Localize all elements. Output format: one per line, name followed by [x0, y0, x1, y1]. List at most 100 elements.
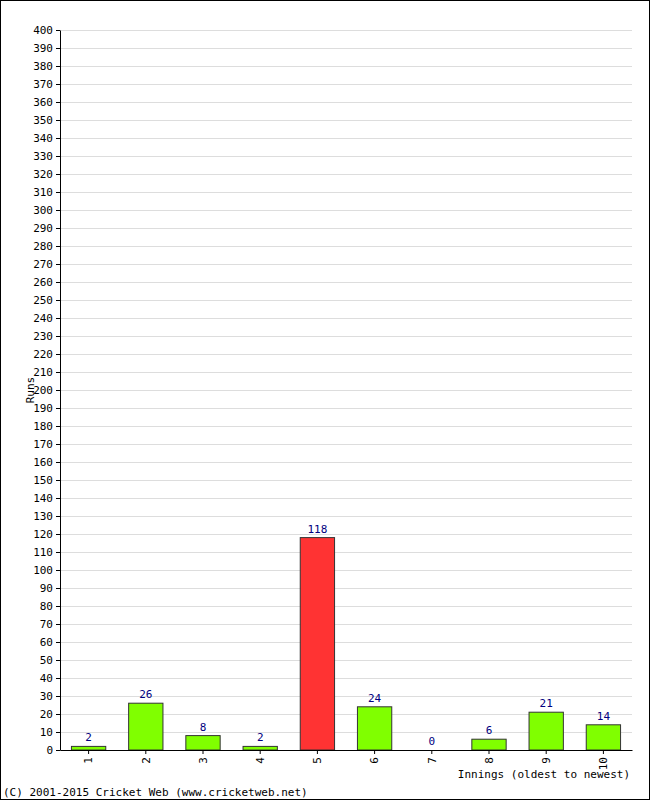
tick-label: 6: [368, 757, 381, 764]
grid-line: [60, 678, 632, 679]
tick: 40: [40, 672, 60, 685]
tick-mark: [56, 318, 60, 319]
tick-mark: [56, 462, 60, 463]
tick: 5: [311, 750, 324, 764]
tick: 70: [40, 618, 60, 631]
bar: [71, 746, 105, 750]
tick-mark: [56, 192, 60, 193]
tick: 100: [33, 564, 60, 577]
bar: [415, 750, 449, 751]
data-label: 0: [428, 735, 435, 748]
grid-line: [60, 480, 632, 481]
tick: 350: [33, 114, 60, 127]
tick-label: 1: [82, 757, 95, 764]
tick: 250: [33, 294, 60, 307]
tick-label: 90: [40, 582, 53, 595]
tick-label: 60: [40, 636, 53, 649]
tick: 180: [33, 420, 60, 433]
grid-line: [60, 174, 632, 175]
tick-label: 110: [33, 546, 53, 559]
bar: [529, 712, 563, 750]
tick: 20: [40, 708, 60, 721]
data-label: 8: [200, 721, 207, 734]
tick: 60: [40, 636, 60, 649]
grid-line: [60, 102, 632, 103]
tick-label: 220: [33, 348, 53, 361]
bar: [243, 746, 277, 750]
tick: 10: [40, 726, 60, 739]
data-label: 118: [307, 523, 327, 536]
tick-label: 260: [33, 276, 53, 289]
tick-mark: [56, 138, 60, 139]
bars: [71, 538, 620, 750]
tick-mark: [56, 696, 60, 697]
tick-label: 10: [40, 726, 53, 739]
bar: [472, 739, 506, 750]
data-label: 14: [597, 710, 611, 723]
tick-mark: [56, 300, 60, 301]
data-labels: 2268211824062114: [85, 523, 610, 748]
grid-line: [60, 498, 632, 499]
tick: 400: [33, 24, 60, 37]
tick-mark: [56, 408, 60, 409]
data-label: 6: [486, 724, 493, 737]
tick: 140: [33, 492, 60, 505]
grid-line: [60, 48, 632, 49]
tick: 2: [140, 750, 153, 764]
tick-mark: [56, 426, 60, 427]
tick: 1: [82, 750, 95, 764]
tick-mark: [56, 66, 60, 67]
tick-mark: [203, 750, 204, 754]
annotation: (C) 2001-2015 Cricket Web (www.cricketwe…: [3, 786, 308, 799]
grid-line: [60, 642, 632, 643]
tick-mark: [56, 516, 60, 517]
tick-label: 150: [33, 474, 53, 487]
tick-label: 370: [33, 78, 53, 91]
y-axis: 0102030405060708090100110120130140150160…: [33, 24, 60, 757]
tick-mark: [56, 570, 60, 571]
tick: 7: [426, 750, 439, 764]
bar: [300, 538, 334, 750]
tick-label: 50: [40, 654, 53, 667]
tick: 320: [33, 168, 60, 181]
tick-mark: [88, 750, 89, 754]
x-axis-title: Innings (oldest to newest): [458, 768, 630, 781]
tick-mark: [546, 750, 547, 754]
bar: [586, 725, 620, 750]
data-label: 26: [139, 688, 152, 701]
tick: 3: [197, 750, 210, 764]
tick-label: 70: [40, 618, 53, 631]
tick-mark: [56, 588, 60, 589]
frame: [1, 1, 650, 800]
tick-mark: [56, 246, 60, 247]
grid-line: [60, 210, 632, 211]
tick-label: 120: [33, 528, 53, 541]
tick-label: 250: [33, 294, 53, 307]
grid-line: [60, 354, 632, 355]
tick: 380: [33, 60, 60, 73]
tick-label: 160: [33, 456, 53, 469]
tick-label: 80: [40, 600, 53, 613]
grid-line: [60, 552, 632, 553]
tick-mark: [56, 678, 60, 679]
tick-label: 130: [33, 510, 53, 523]
tick-mark: [56, 264, 60, 265]
tick: 120: [33, 528, 60, 541]
grid-line: [60, 660, 632, 661]
tick-mark: [56, 624, 60, 625]
bar: [129, 703, 163, 750]
tick-label: 2: [140, 757, 153, 764]
grid-line: [60, 408, 632, 409]
tick-label: 390: [33, 42, 53, 55]
tick: 200: [33, 384, 60, 397]
tick-mark: [56, 372, 60, 373]
grid-line: [60, 444, 632, 445]
tick: 220: [33, 348, 60, 361]
tick: 30: [40, 690, 60, 703]
tick: 160: [33, 456, 60, 469]
tick-mark: [489, 750, 490, 754]
grid-line: [60, 516, 632, 517]
tick-label: 240: [33, 312, 53, 325]
tick-mark: [56, 390, 60, 391]
tick: 170: [33, 438, 60, 451]
